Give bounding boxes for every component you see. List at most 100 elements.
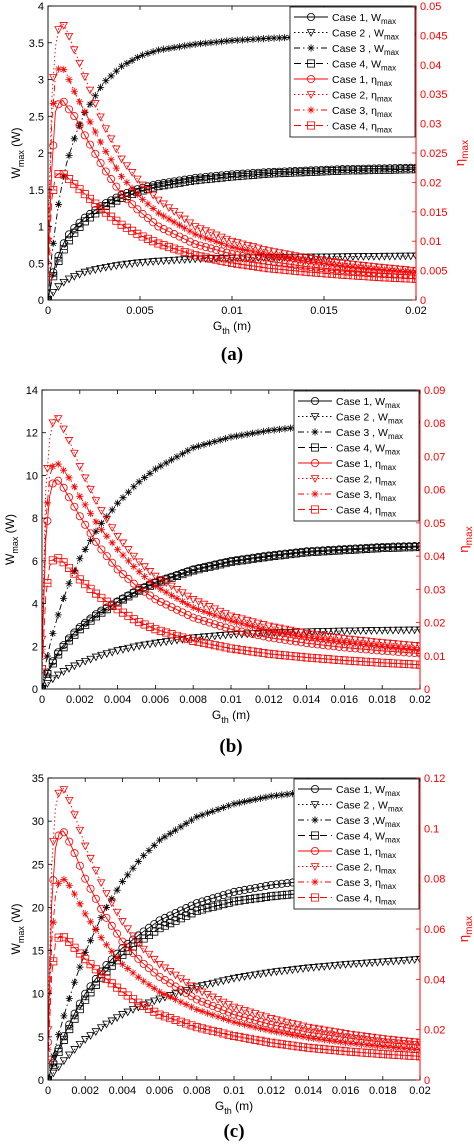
legend-label: Case 4, ηmax	[332, 121, 392, 135]
data-point	[42, 665, 46, 674]
data-point	[166, 919, 175, 928]
data-point	[187, 1003, 196, 1011]
data-point	[143, 258, 153, 267]
data-point	[238, 171, 247, 180]
data-point	[326, 1037, 334, 1045]
legend-item: Case 1, Wmax	[298, 784, 400, 798]
data-point	[48, 74, 58, 82]
data-point	[389, 643, 397, 652]
data-point	[171, 826, 180, 834]
data-point	[170, 230, 179, 239]
data-point	[75, 185, 84, 194]
data-point	[81, 955, 90, 964]
data-point	[311, 255, 321, 264]
data-point	[228, 36, 236, 45]
data-point	[165, 215, 173, 223]
data-point	[286, 651, 295, 660]
data-point	[308, 653, 316, 662]
label-sub: max	[464, 526, 474, 545]
data-point	[340, 627, 349, 636]
data-point	[214, 1004, 223, 1013]
data-point	[275, 650, 284, 659]
data-point	[161, 833, 169, 841]
y2-tick-label: 0.12	[424, 773, 445, 785]
data-point	[320, 1026, 329, 1035]
data-point	[60, 594, 68, 602]
data-point	[291, 549, 300, 558]
data-point	[144, 200, 152, 208]
data-point	[87, 536, 95, 545]
data-point	[416, 542, 420, 551]
data-point	[148, 191, 158, 200]
data-point	[212, 38, 220, 46]
y2-tick-label: 0.09	[424, 385, 445, 397]
data-point	[114, 499, 122, 507]
data-point	[248, 629, 257, 638]
data-point	[262, 793, 270, 801]
legend-label-main: Case 4, η	[336, 893, 381, 905]
data-point	[65, 1025, 74, 1034]
data-point	[203, 809, 212, 817]
data-point	[227, 237, 237, 246]
data-point	[221, 623, 230, 632]
data-point	[133, 229, 142, 238]
data-point	[108, 558, 117, 567]
y-tick-label: 5	[38, 1032, 44, 1044]
data-point	[286, 550, 295, 559]
data-point	[307, 258, 315, 266]
data-point	[149, 237, 158, 246]
data-point	[254, 249, 262, 257]
data-point	[367, 641, 375, 649]
x-tick-label: 0.018	[368, 694, 396, 706]
data-point	[118, 172, 126, 181]
data-point	[49, 99, 57, 108]
data-point	[254, 624, 262, 632]
y2-tick-label: 0.04	[424, 551, 445, 563]
data-point	[389, 1043, 398, 1052]
data-point	[281, 651, 289, 660]
data-point	[210, 561, 219, 570]
legend-item: Case 2, ηmax	[294, 90, 392, 104]
legend-box	[293, 778, 420, 910]
data-point	[224, 1030, 233, 1039]
data-point	[227, 617, 235, 625]
y-tick-label: 2	[32, 641, 38, 653]
data-point	[230, 1018, 238, 1026]
data-point	[309, 1044, 318, 1053]
data-point	[155, 995, 164, 1004]
legend-label: Case 1, Wmax	[336, 784, 400, 798]
data-point	[331, 1037, 339, 1045]
legend-item: Case 3, ηmax	[294, 105, 392, 119]
data-point	[146, 469, 154, 477]
data-point	[162, 459, 170, 467]
data-point	[317, 269, 326, 278]
y-tick-label: 4	[32, 599, 38, 611]
data-point	[196, 241, 205, 250]
data-point	[42, 685, 46, 689]
data-point	[102, 967, 111, 976]
legend-label-sub: max	[381, 494, 396, 503]
data-point	[411, 645, 419, 653]
data-point	[384, 1043, 392, 1051]
legend-label-sub: max	[384, 33, 399, 42]
data-point	[194, 565, 203, 574]
data-point	[192, 899, 201, 908]
data-point	[377, 639, 387, 647]
data-point	[80, 73, 90, 81]
y-tick-label: 10	[32, 989, 44, 1001]
data-point	[159, 225, 168, 234]
data-point	[311, 490, 319, 498]
data-point	[254, 262, 263, 271]
data-point	[178, 597, 186, 606]
x-tick-label: 0.014	[293, 694, 321, 706]
data-point	[49, 1052, 57, 1060]
data-point	[70, 978, 79, 986]
data-point	[219, 1006, 228, 1015]
data-point	[135, 478, 143, 486]
data-point	[200, 441, 208, 449]
data-point	[86, 1032, 95, 1040]
data-point	[275, 249, 284, 258]
data-point	[256, 1011, 265, 1020]
data-point	[151, 625, 160, 634]
data-point	[219, 1029, 228, 1038]
